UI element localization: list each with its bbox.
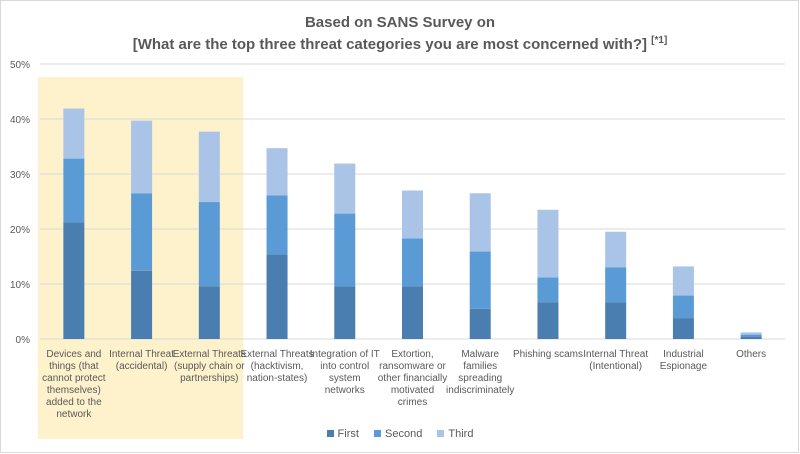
bar-segment-third — [198, 131, 220, 203]
legend-item-third: Third — [437, 428, 473, 440]
bar-segment-third — [740, 332, 762, 335]
bar-segment-third — [402, 190, 423, 239]
bar-segment-first — [63, 222, 85, 339]
bar-segment-first — [740, 336, 762, 339]
bar-segment-first — [266, 254, 288, 339]
x-tick-label: Extortion, ransomware or other financially… — [378, 349, 447, 408]
legend-item-first: First — [326, 428, 359, 440]
bar-segment-first — [402, 286, 423, 339]
legend-label-second: Second — [385, 428, 423, 440]
x-tick-label: External Threats (hacktivism, nation-state… — [240, 349, 313, 384]
bar-segment-third — [672, 266, 694, 296]
x-tick-label: Others — [736, 349, 766, 360]
chart-title-question: [What are the top three threat categorie… — [132, 36, 647, 53]
legend-swatch-second — [374, 430, 381, 437]
bar-segment-first — [198, 286, 220, 339]
bar-segment-first — [131, 270, 153, 339]
bar-segment-second — [334, 213, 356, 287]
legend-item-second: Second — [374, 428, 422, 440]
bar-segment-third — [63, 108, 85, 159]
bar-segment-first — [672, 318, 694, 339]
bar-segment-third — [266, 148, 288, 196]
bar-segment-third — [605, 231, 627, 268]
x-tick-label: Devices and things (that cannot protect the… — [42, 349, 106, 420]
bar-segment-second — [605, 267, 627, 303]
y-tick-label: 50% — [10, 60, 30, 71]
bar-segment-first — [469, 308, 491, 339]
bar-segment-second — [63, 158, 85, 223]
bar-segment-first — [537, 302, 559, 339]
bar-segment-second — [469, 251, 491, 309]
x-tick-label: Internal Threat (accidental) — [109, 349, 174, 372]
x-tick-label: External Threats (supply chain or partners… — [173, 349, 246, 384]
legend-label-third: Third — [448, 428, 474, 440]
bar-segment-second — [740, 334, 762, 337]
legend-label-first: First — [337, 428, 359, 440]
chart-title-line1: Based on SANS Survey on — [304, 14, 496, 31]
bar-segment-second — [266, 195, 288, 255]
x-tick-label: Integration of IT into control system netwo… — [310, 349, 380, 396]
bar-segment-first — [605, 302, 627, 339]
y-tick-label: 40% — [10, 115, 30, 126]
y-tick-label: 20% — [10, 225, 30, 236]
bar-segment-third — [537, 209, 559, 278]
bar-segment-second — [131, 193, 153, 271]
bar-segment-third — [469, 193, 491, 252]
chart-title: Based on SANS Survey on [What are the to… — [0, 12, 800, 56]
bar-segment-third — [334, 163, 356, 214]
y-tick-label: 10% — [10, 280, 30, 291]
x-tick-label: Phishing scams — [513, 349, 583, 360]
y-tick-label: 30% — [10, 170, 30, 181]
legend-swatch-first — [326, 430, 334, 437]
legend-swatch-third — [437, 430, 445, 437]
chart-title-line2: [What are the top three threat categorie… — [0, 34, 800, 56]
y-tick-label: 0% — [16, 335, 31, 346]
bar-segment-first — [334, 286, 356, 339]
chart-legend: First Second Third — [0, 428, 800, 440]
x-tick-label: Malware families spreading indiscriminately — [446, 349, 514, 396]
x-tick-label: Internal Threat (Intentional) — [583, 349, 648, 372]
bar-segment-second — [402, 238, 423, 287]
bar-segment-third — [131, 120, 153, 194]
bar-segment-second — [198, 202, 220, 287]
x-tick-label: Industrial Espionage — [660, 349, 708, 372]
bar-segment-second — [537, 277, 559, 303]
bar-segment-second — [672, 295, 694, 319]
chart-title-footnote: [*1] — [651, 35, 668, 46]
